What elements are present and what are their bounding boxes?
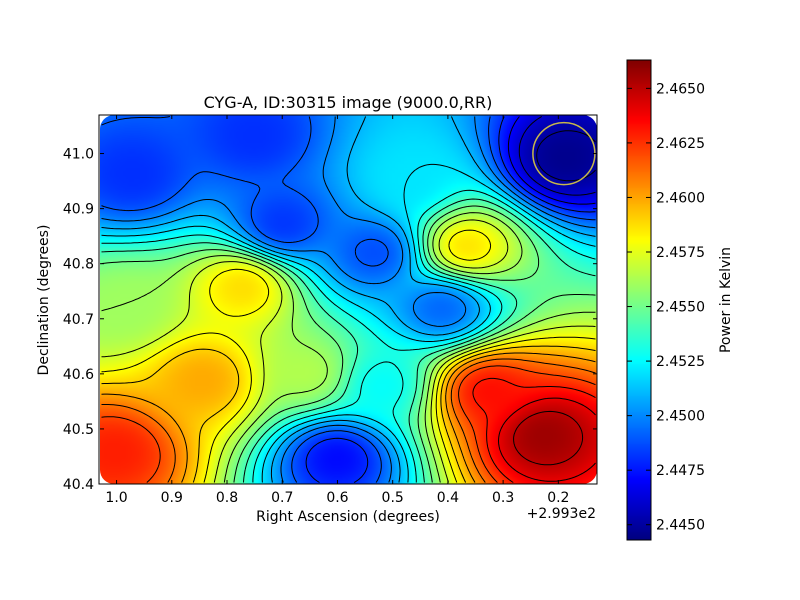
contour-level-13 <box>101 229 596 483</box>
x-tick-label: 0.8 <box>216 490 238 506</box>
contour-level-15 <box>101 352 596 483</box>
colorbar-tick-label: 2.4625 <box>656 136 705 152</box>
contour-level-19 <box>498 397 596 482</box>
contour-level-17 <box>101 365 596 483</box>
contour-level-11 <box>101 212 596 483</box>
contour-level-16 <box>101 358 596 483</box>
y-tick-label: 41.0 <box>63 147 94 163</box>
contour-level-20 <box>513 410 584 466</box>
x-axis-label: Right Ascension (degrees) <box>256 509 440 525</box>
contour-level-2 <box>507 116 596 205</box>
y-tick-label: 40.9 <box>63 202 94 218</box>
contour-level-5 <box>101 116 596 483</box>
colorbar-ticks: 2.4450 2.4475 2.4500 2.4525 2.4550 2.4575 2.46… <box>627 81 705 534</box>
heatmap-layer <box>100 115 597 484</box>
colorbar-tick-label: 2.4500 <box>656 409 705 425</box>
contour-level-7 <box>101 163 596 483</box>
x-tick-label: 0.9 <box>161 490 183 506</box>
y-axis-ticks: 40.4 40.5 40.6 40.7 40.8 40.9 41.0 <box>63 147 597 493</box>
y-tick-label: 40.4 <box>63 477 94 493</box>
x-tick-label: 0.6 <box>326 490 348 506</box>
contour-level-0 <box>536 130 596 182</box>
contour-level-6 <box>101 116 596 483</box>
y-tick-label: 40.6 <box>63 367 94 383</box>
chart-title: CYG-A, ID:30315 image (9000.0,RR) <box>204 93 493 112</box>
x-tick-label: 0.7 <box>271 490 293 506</box>
contour-level-12 <box>101 219 596 483</box>
y-tick-label: 40.5 <box>63 422 94 438</box>
colorbar-gradient <box>627 60 651 540</box>
colorbar-tick-label: 2.4575 <box>656 245 705 261</box>
colorbar-tick-label: 2.4525 <box>656 354 705 370</box>
x-tick-label: 0.5 <box>382 490 404 506</box>
colorbar-label: Power in Kelvin <box>718 247 734 353</box>
contour-level-8 <box>101 189 596 483</box>
contour-level-1 <box>518 116 596 196</box>
x-tick-label: 0.3 <box>492 490 514 506</box>
heatmap-image <box>100 115 597 484</box>
colorbar-tick-label: 2.4650 <box>656 81 705 97</box>
colorbar-frame <box>626 59 652 541</box>
x-tick-label: 0.2 <box>547 490 569 506</box>
contour-level-4 <box>101 116 596 483</box>
contour-lines <box>101 116 596 483</box>
contour-level-18 <box>472 377 596 483</box>
contour-level-14 <box>101 345 596 483</box>
colorbar-tick-label: 2.4450 <box>656 518 705 534</box>
contour-level-10 <box>101 205 596 483</box>
colorbar-tick-label: 2.4475 <box>656 463 705 479</box>
x-tick-label: 0.4 <box>437 490 459 506</box>
y-axis-label: Declination (degrees) <box>36 225 52 376</box>
colorbar-tick-label: 2.4600 <box>656 190 705 206</box>
colorbar-tick-label: 2.4550 <box>656 300 705 316</box>
plot-frame <box>98 114 598 485</box>
y-tick-label: 40.8 <box>63 257 94 273</box>
y-tick-label: 40.7 <box>63 312 94 328</box>
contour-level-9 <box>101 198 596 483</box>
x-axis-offset-label: +2.993e2 <box>527 506 596 522</box>
x-axis-ticks: 1.0 0.9 0.8 0.7 0.6 0.5 0.4 0.3 0.2 <box>105 115 569 506</box>
x-tick-label: 1.0 <box>105 490 127 506</box>
